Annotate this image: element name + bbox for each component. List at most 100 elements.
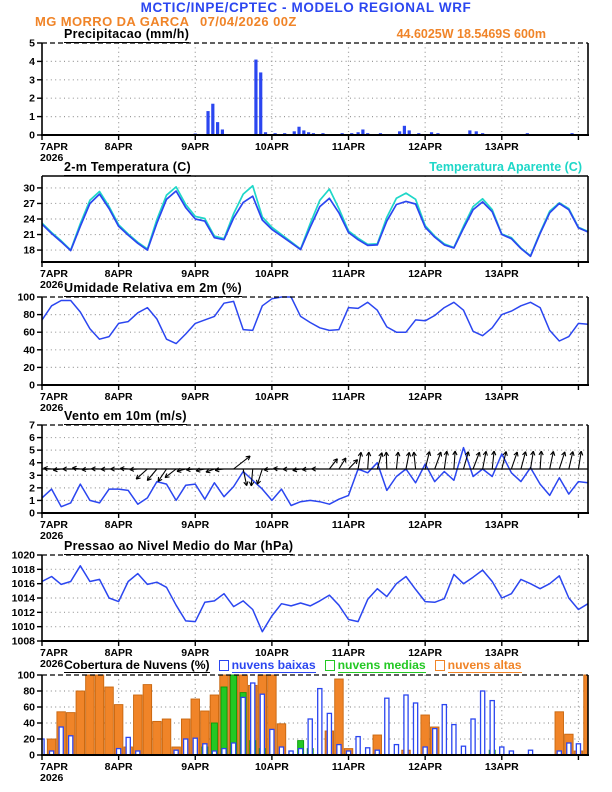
axis-label: 12APR <box>408 519 442 531</box>
axis-label: 60 <box>23 327 35 339</box>
panel-title-vento: Vento em 10m (m/s) <box>64 409 187 425</box>
panel-0: 0 1 2 3 4 5 7APR 8APR 9APR 10APR 11APR 12APR 13APR 20… <box>29 38 589 164</box>
axis-label: 1018 <box>12 564 36 576</box>
axis-label: 12APR <box>408 761 442 773</box>
axis-label: 10APR <box>255 391 289 403</box>
panel-1-axes: 18 21 24 27 30 7APR 8APR 9APR 10APR 11APR 12APR 13A… <box>23 175 589 291</box>
axis-label: 7APR <box>40 141 68 153</box>
axis-label: 11APR <box>332 391 366 403</box>
panel-2-axes: 0 20 40 60 80 100 7APR 8APR 9APR 10APR 11APR 12APR 1… <box>17 292 589 414</box>
axis-label: 0 <box>29 508 35 520</box>
panel-1-grid <box>42 176 588 262</box>
axis-label: 10APR <box>255 268 289 280</box>
legend-nuvens-baixas: nuvens baixas <box>218 658 316 674</box>
axis-label: 2026 <box>40 279 64 291</box>
run-header: MG MORRO DA GARCA 07/04/2026 00Z <box>0 14 612 29</box>
panel-1-series <box>42 184 588 258</box>
panel-0-grid <box>42 43 588 135</box>
axis-label: 13APR <box>485 268 519 280</box>
axis-label: 13APR <box>485 761 519 773</box>
panel-4: 1008 1010 1012 1014 1016 1018 1020 7APR 8APR 9APR… <box>12 550 589 670</box>
station-coordinates: 44.6025W 18.5469S 600m <box>396 27 546 41</box>
axis-label: 2026 <box>40 772 64 784</box>
axis-label: 1008 <box>12 636 36 648</box>
axis-label: 24 <box>23 214 35 226</box>
axis-label: 10APR <box>255 761 289 773</box>
legend-swatch-altas-icon <box>434 659 445 671</box>
axis-label: 7APR <box>40 519 68 531</box>
axis-label: 0 <box>29 130 35 142</box>
axis-label: 1014 <box>12 593 36 605</box>
axis-label: 0 <box>29 750 35 762</box>
axis-label: 1 <box>29 495 35 507</box>
axis-label: 7APR <box>40 268 68 280</box>
axis-label: 8APR <box>105 391 133 403</box>
panel-title-umidade: Umidade Relativa em 2m (%) <box>64 281 242 297</box>
axis-label: 2026 <box>40 152 64 164</box>
axis-label: 2 <box>29 482 35 494</box>
panel-4-axes: 1008 1010 1012 1014 1016 1018 1020 7APR 8APR 9APR… <box>12 550 589 670</box>
axis-label: 20 <box>23 362 35 374</box>
axis-label: 27 <box>23 198 35 210</box>
panel-2: 0 20 40 60 80 100 7APR 8APR 9APR 10APR 11APR 12APR 1… <box>17 292 589 414</box>
panel-title-temperatura: 2-m Temperatura (C) <box>64 160 192 176</box>
axis-label: 13APR <box>485 647 519 659</box>
axis-label: 2026 <box>40 530 64 542</box>
panel-5-grid <box>42 675 588 755</box>
axis-label: 11APR <box>332 519 366 531</box>
axis-label: 5 <box>29 38 35 50</box>
axis-label: 7APR <box>40 761 68 773</box>
axis-label: 4 <box>29 56 35 68</box>
axis-label: 11APR <box>332 647 366 659</box>
axis-label: 12APR <box>408 391 442 403</box>
run-datetime: 07/04/2026 00Z <box>200 14 297 29</box>
axis-label: 20 <box>23 734 35 746</box>
axis-label: 1010 <box>12 621 36 633</box>
panel-title-precipitacao: Precipitacao (mm/h) <box>64 27 190 43</box>
axis-label: 10APR <box>255 141 289 153</box>
axis-label: 5 <box>29 445 35 457</box>
legend-nuvens-medias: nuvens medias <box>324 658 426 674</box>
axis-label: 80 <box>23 686 35 698</box>
axis-label: 11APR <box>332 761 366 773</box>
axis-label: 9APR <box>181 141 209 153</box>
panel-4-grid <box>42 555 588 641</box>
panel-4-series <box>42 565 588 633</box>
axis-label: 0 <box>29 380 35 392</box>
axis-label: 7 <box>29 420 35 432</box>
panel-0-axes: 0 1 2 3 4 5 7APR 8APR 9APR 10APR 11APR 12APR 13APR 20… <box>29 38 589 164</box>
panel-2-series <box>42 296 588 345</box>
panel-title-pressao: Pressao ao Nivel Medio do Mar (hPa) <box>64 539 294 555</box>
axis-label: 6 <box>29 432 35 444</box>
axis-label: 8APR <box>105 647 133 659</box>
legend-swatch-baixas-icon <box>218 659 229 671</box>
panel-3-series <box>42 446 588 508</box>
axis-label: 8APR <box>105 519 133 531</box>
axis-label: 9APR <box>181 519 209 531</box>
model-title: MCTIC/INPE/CPTEC - MODELO REGIONAL WRF <box>140 0 472 15</box>
axis-label: 1 <box>29 111 35 123</box>
panel-2-grid <box>42 297 588 385</box>
axis-label: 100 <box>17 292 35 304</box>
axis-label: 1016 <box>12 578 36 590</box>
axis-label: 9APR <box>181 268 209 280</box>
panel-title-nuvens: Cobertura de Nuvens (%) <box>64 658 210 674</box>
axis-label: 9APR <box>181 761 209 773</box>
axis-label: 7APR <box>40 647 68 659</box>
axis-label: 11APR <box>332 141 366 153</box>
axis-label: 18 <box>23 245 35 257</box>
axis-label: 1020 <box>12 550 36 562</box>
legend-temperatura-aparente: Temperatura Aparente (C) <box>429 160 582 174</box>
axis-label: 3 <box>29 470 35 482</box>
axis-label: 9APR <box>181 391 209 403</box>
axis-label: 4 <box>29 457 35 469</box>
axis-label: 7APR <box>40 391 68 403</box>
axis-label: 12APR <box>408 141 442 153</box>
axis-label: 21 <box>23 229 35 241</box>
axis-label: 11APR <box>332 268 366 280</box>
axis-label: 100 <box>17 670 35 682</box>
axis-label: 40 <box>23 718 35 730</box>
